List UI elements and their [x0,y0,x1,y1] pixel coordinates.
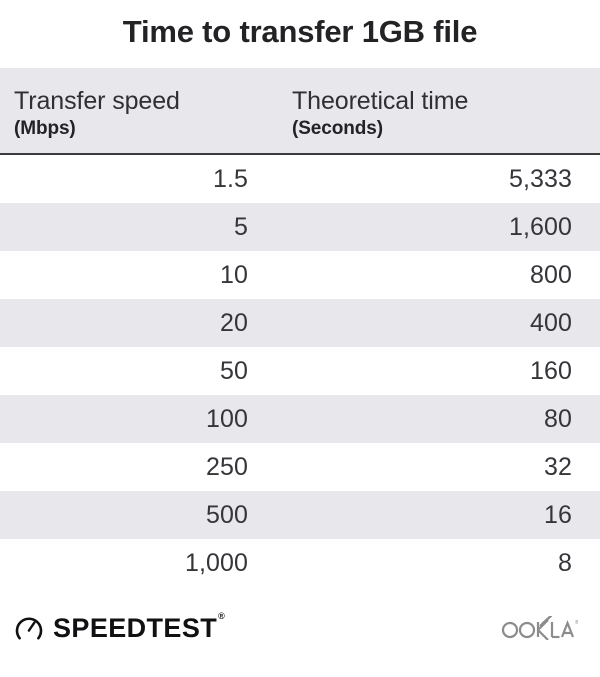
column-header-theoretical-time-label: Theoretical time [292,86,469,115]
speedometer-icon [14,613,44,643]
speedtest-logo: SPEEDTEST® [14,611,225,643]
footer: SPEEDTEST® ® [0,587,600,677]
table-row: 250 32 [0,443,600,491]
cell-transfer-speed: 1,000 [184,548,248,577]
table-body: 1.5 5,333 5 1,600 10 800 20 400 50 160 100 80 250 32 5… [0,155,600,587]
column-header-transfer-speed-unit: (Mbps) [14,117,76,139]
cell-theoretical-time: 5,333 [508,164,572,193]
cell-transfer-speed: 10 [219,260,248,289]
cell-transfer-speed: 20 [219,308,248,337]
cell-theoretical-time: 16 [543,500,572,529]
speedtest-registered-mark: ® [218,610,226,621]
table-row: 1.5 5,333 [0,155,600,203]
speedtest-wordmark-text: SPEEDTEST [53,612,218,643]
transfer-time-table: Transfer speed (Mbps) Theoretical time (… [0,68,600,587]
cell-transfer-speed: 250 [205,452,248,481]
table-row: 100 80 [0,395,600,443]
cell-theoretical-time: 1,600 [508,212,572,241]
table-row: 20 400 [0,299,600,347]
table-row: 1,000 8 [0,539,600,587]
cell-transfer-speed: 5 [233,212,248,241]
cell-theoretical-time: 8 [557,548,572,577]
table-row: 5 1,600 [0,203,600,251]
table-header-row: Transfer speed (Mbps) Theoretical time (… [0,68,600,155]
page-title: Time to transfer 1GB file [122,14,478,49]
ookla-wordmark: ® [501,616,578,640]
cell-theoretical-time: 800 [529,260,572,289]
cell-theoretical-time: 32 [543,452,572,481]
cell-transfer-speed: 50 [219,356,248,385]
column-header-theoretical-time: Theoretical time (Seconds) [286,74,600,153]
table-row: 500 16 [0,491,600,539]
table-row: 10 800 [0,251,600,299]
column-header-transfer-speed-label: Transfer speed [14,86,180,115]
cell-transfer-speed: 500 [205,500,248,529]
cell-transfer-speed: 1.5 [212,164,248,193]
cell-theoretical-time: 80 [543,404,572,433]
table-row: 50 160 [0,347,600,395]
cell-transfer-speed: 100 [205,404,248,433]
speedtest-wordmark: SPEEDTEST® [53,611,225,643]
cell-theoretical-time: 400 [529,308,572,337]
ookla-logo: ® [500,616,578,640]
cell-theoretical-time: 160 [529,356,572,385]
column-header-theoretical-time-unit: (Seconds) [292,117,383,139]
column-header-transfer-speed: Transfer speed (Mbps) [0,74,286,153]
ookla-registered-mark: ® [575,619,578,626]
